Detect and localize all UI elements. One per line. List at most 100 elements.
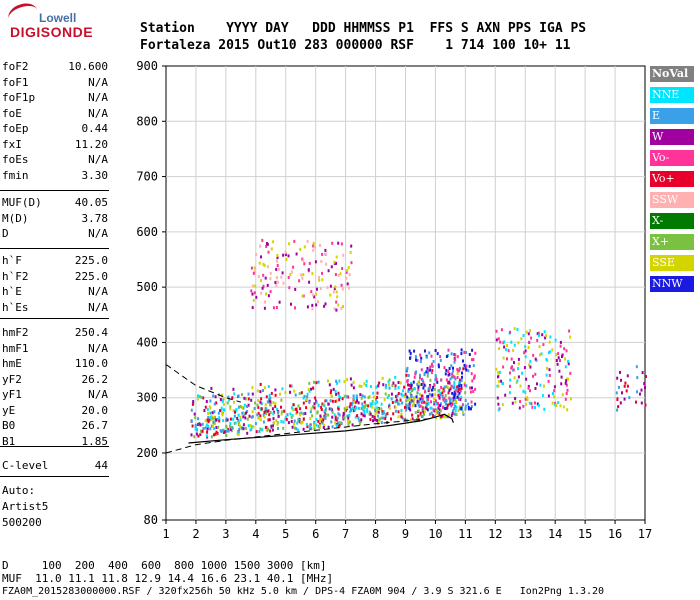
echo-dot (421, 398, 424, 402)
x-tick-label: 15 (578, 527, 592, 541)
echo-dot (433, 414, 436, 418)
param-row-hEs: h`Es N/A (2, 301, 108, 315)
param-row-foF2: foF2 10.600 (2, 60, 108, 74)
echo-dot (233, 421, 236, 425)
echo-dot (292, 403, 295, 407)
echo-dot (452, 409, 455, 413)
echo-dot (428, 351, 431, 355)
echo-dot (310, 290, 313, 294)
echo-dot (308, 381, 311, 385)
echo-dot (282, 426, 285, 430)
echo-dot (213, 415, 216, 419)
echo-dot (450, 375, 453, 379)
echo-dot (385, 383, 388, 387)
echo-dot (217, 425, 220, 429)
echo-dot (523, 351, 526, 355)
echo-dot (311, 307, 314, 311)
echo-dot (277, 410, 279, 414)
echo-dot (331, 415, 334, 419)
echo-dot (394, 409, 397, 413)
x-tick-label: 6 (312, 527, 319, 541)
echo-dot (503, 345, 506, 349)
echo-dot (262, 420, 265, 424)
echo-dot (214, 422, 216, 426)
echo-dot (265, 407, 268, 411)
echo-dot (567, 377, 569, 381)
echo-dot (419, 413, 422, 417)
echo-dot (302, 396, 305, 400)
echo-dot (297, 418, 300, 422)
echo-dot (259, 244, 262, 248)
echo-dot (431, 393, 434, 397)
echo-dot (413, 387, 416, 391)
echo-dot (562, 405, 565, 409)
param-row-foEs: foEs N/A (2, 153, 108, 167)
echo-dot (250, 266, 253, 270)
echo-dot (536, 402, 539, 406)
echo-dot (425, 370, 428, 374)
echo-dot (369, 412, 372, 416)
echo-dot (217, 411, 220, 415)
echo-dot (626, 384, 629, 388)
echo-dot (368, 410, 371, 414)
echo-dot (241, 406, 243, 410)
param-value: N/A (88, 341, 108, 355)
echo-dot (239, 415, 242, 419)
echo-dot (449, 402, 452, 406)
echo-dot (229, 428, 232, 431)
echo-dot (296, 410, 299, 414)
echo-dot (300, 391, 303, 395)
echo-dot (252, 298, 255, 302)
echo-dot (215, 430, 218, 434)
echo-dot (307, 387, 310, 391)
echo-dot (377, 414, 380, 418)
echo-dot (310, 427, 313, 431)
echo-dot (527, 332, 530, 336)
echo-dot (264, 425, 267, 429)
echo-dot (241, 426, 244, 430)
echo-dot (505, 348, 507, 352)
echo-dot (281, 271, 284, 275)
echo-dot (272, 424, 274, 428)
echo-dot (397, 386, 400, 390)
echo-dot (408, 349, 411, 353)
f2-trace-line (188, 413, 454, 444)
echo-dot (333, 413, 336, 417)
echo-dot (336, 416, 339, 420)
echo-dot (528, 340, 531, 344)
echo-dot (414, 355, 417, 359)
echo-dot (281, 387, 284, 391)
echo-dot (361, 394, 364, 398)
echo-dot (321, 278, 324, 282)
echo-dot (558, 369, 561, 373)
echo-dot (246, 417, 249, 421)
param-row-D: D N/A (2, 227, 108, 241)
echo-dot (435, 399, 437, 403)
echo-dot (309, 410, 312, 414)
echo-dot (559, 344, 562, 348)
echo-dot (266, 410, 269, 413)
echo-dot (397, 381, 400, 384)
param-row-MD: M(D) 3.78 (2, 212, 108, 226)
echo-dot (363, 405, 366, 409)
echo-dot (207, 420, 210, 424)
echo-dot (371, 400, 374, 403)
echo-dot (330, 389, 333, 393)
echo-dot (553, 385, 556, 389)
echo-dot (277, 427, 279, 430)
echo-dot (287, 254, 290, 258)
echo-dot (465, 384, 468, 388)
echo-dot (526, 396, 529, 400)
echo-dot (356, 414, 359, 418)
echo-dot (451, 372, 454, 376)
echo-dot (435, 416, 437, 420)
echo-dot (445, 385, 448, 389)
echo-dot (619, 401, 622, 405)
echo-dot (555, 359, 558, 362)
echo-dot (403, 395, 406, 399)
echo-dot (233, 392, 236, 396)
echo-dot (242, 423, 245, 427)
echo-dot (620, 378, 622, 382)
echo-dot (298, 279, 301, 283)
echo-dot (525, 330, 528, 334)
